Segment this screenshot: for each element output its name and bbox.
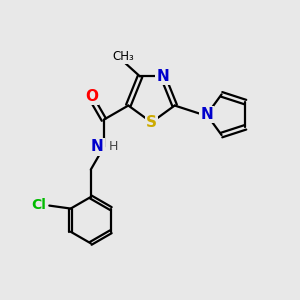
Text: H: H xyxy=(109,140,118,154)
Text: Cl: Cl xyxy=(32,198,46,212)
Text: O: O xyxy=(85,89,98,104)
Text: CH₃: CH₃ xyxy=(112,50,134,63)
Text: N: N xyxy=(91,140,104,154)
Text: N: N xyxy=(200,107,213,122)
Text: N: N xyxy=(157,69,169,84)
Text: S: S xyxy=(146,115,157,130)
